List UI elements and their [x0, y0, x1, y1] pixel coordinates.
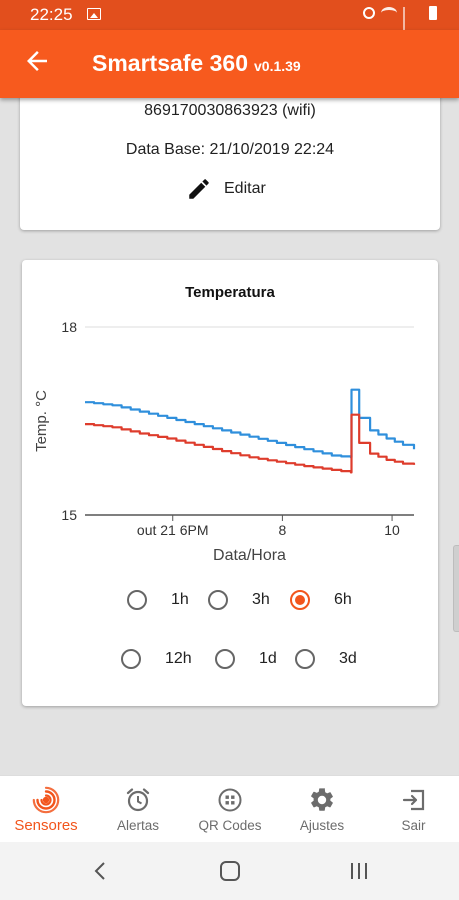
sensor-icon	[32, 786, 60, 814]
range-radio-6h[interactable]: 6h	[290, 587, 352, 613]
radio-circle-icon[interactable]	[215, 649, 235, 669]
wifi-status-icon	[381, 7, 397, 19]
pencil-icon	[189, 179, 209, 199]
range-radio-3h[interactable]: 3h	[208, 587, 270, 613]
status-time: 22:25	[30, 5, 73, 24]
alarm-clock-icon	[126, 788, 150, 812]
edit-button[interactable]: Editar	[186, 176, 266, 202]
app-title-text: Smartsafe 360	[92, 50, 248, 76]
system-navigation-bar	[0, 842, 459, 900]
app-title: Smartsafe 360 v0.1.39	[92, 50, 301, 77]
database-timestamp: Data Base: 21/10/2019 22:24	[125, 141, 335, 158]
temperature-chart-card: Temperatura 15 18 out 21 6PM 8 10 Data/Hora Te…	[22, 260, 438, 706]
radio-label: 1h	[171, 591, 189, 608]
nav-label: Sair	[401, 818, 426, 833]
system-home-icon[interactable]	[217, 858, 243, 884]
radio-label: 1d	[259, 650, 277, 667]
x-axis-label: Data/Hora	[213, 547, 286, 564]
device-serial: 869170030863923 (wifi)	[144, 102, 316, 119]
range-radio-12h[interactable]: 12h	[121, 646, 192, 672]
nav-alertas[interactable]: Alertas	[92, 776, 184, 842]
radio-label: 3h	[252, 591, 270, 608]
app-bar: Smartsafe 360 v0.1.39	[0, 30, 459, 98]
nav-sair[interactable]: Sair	[368, 776, 459, 842]
temperature-chart: 15 18 out 21 6PM 8 10 Data/Hora Temp. °C	[33, 319, 416, 564]
radio-circle-icon[interactable]	[208, 590, 228, 610]
status-bar: 22:25	[0, 0, 459, 42]
range-radio-1h[interactable]: 1h	[127, 587, 189, 613]
alarm-status-icon	[363, 7, 375, 19]
nav-label: Ajustes	[299, 818, 345, 833]
battery-status-icon	[429, 6, 437, 20]
nav-qr-codes[interactable]: QR Codes	[184, 776, 276, 842]
range-radio-3d[interactable]: 3d	[295, 646, 357, 672]
x-tick-label: out 21 6PM	[137, 522, 209, 538]
signal-status-icon	[403, 7, 423, 42]
radio-circle-icon[interactable]	[121, 649, 141, 669]
chart-title: Temperatura	[185, 284, 275, 301]
y-axis-label: Temp. °C	[33, 390, 50, 452]
nav-label: Sensores	[14, 817, 78, 834]
series-line-2	[85, 413, 416, 474]
qr-code-icon	[218, 788, 242, 812]
nav-ajustes[interactable]: Ajustes	[276, 776, 368, 842]
nav-label: QR Codes	[198, 818, 262, 833]
exit-icon	[402, 789, 424, 811]
x-tick-label: 8	[279, 522, 287, 538]
radio-label: 3d	[339, 650, 357, 667]
radio-label: 6h	[334, 591, 352, 608]
radio-circle-icon[interactable]	[127, 590, 147, 610]
side-scroll-handle[interactable]	[453, 545, 459, 632]
x-tick-label: 10	[384, 522, 400, 538]
app-version: v0.1.39	[254, 58, 301, 74]
back-arrow-icon[interactable]	[22, 46, 52, 76]
image-notification-icon	[87, 8, 101, 20]
status-icons	[363, 6, 437, 42]
y-tick-label: 15	[61, 507, 77, 523]
range-radio-1d[interactable]: 1d	[215, 646, 277, 672]
system-recents-icon[interactable]	[346, 858, 372, 884]
radio-circle-icon[interactable]	[295, 649, 315, 669]
bottom-navigation: Sensores Alertas QR Codes Ajustes Sair	[0, 775, 459, 842]
radio-circle-icon[interactable]	[290, 590, 310, 610]
radio-label: 12h	[165, 650, 192, 667]
system-back-icon[interactable]	[88, 858, 114, 884]
device-info-card: 869170030863923 (wifi) Data Base: 21/10/…	[20, 80, 440, 230]
series-line-1	[85, 388, 416, 459]
nav-sensores[interactable]: Sensores	[0, 776, 92, 842]
edit-label: Editar	[224, 180, 266, 197]
nav-label: Alertas	[116, 818, 160, 833]
y-tick-label: 18	[61, 319, 77, 335]
gear-icon	[311, 788, 333, 811]
